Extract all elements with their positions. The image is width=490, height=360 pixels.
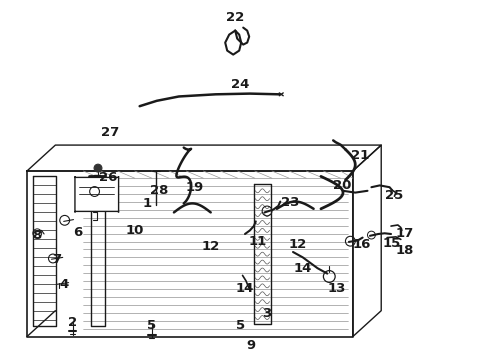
Text: 5: 5: [147, 319, 156, 332]
Text: 28: 28: [150, 184, 169, 197]
FancyBboxPatch shape: [75, 176, 119, 212]
Text: 23: 23: [281, 196, 299, 209]
Text: 21: 21: [351, 149, 369, 162]
Text: 7: 7: [52, 253, 61, 266]
Text: 8: 8: [32, 229, 41, 242]
Text: 5: 5: [236, 319, 245, 332]
Text: 6: 6: [73, 226, 82, 239]
Text: 4: 4: [59, 278, 68, 291]
Text: 15: 15: [383, 237, 401, 249]
Text: 14: 14: [236, 282, 254, 294]
Text: 14: 14: [294, 262, 312, 275]
Text: 27: 27: [101, 126, 120, 139]
Text: 18: 18: [395, 244, 414, 257]
Text: 11: 11: [248, 235, 267, 248]
Text: 22: 22: [226, 11, 245, 24]
Text: 24: 24: [231, 78, 249, 91]
Text: 19: 19: [186, 181, 204, 194]
Text: 12: 12: [289, 238, 307, 251]
Text: 12: 12: [201, 240, 220, 253]
Text: 2: 2: [68, 316, 77, 329]
Text: 13: 13: [328, 282, 346, 294]
Text: 17: 17: [395, 227, 414, 240]
Text: 9: 9: [246, 339, 255, 352]
Circle shape: [94, 164, 102, 172]
Text: 3: 3: [263, 307, 271, 320]
Text: 26: 26: [98, 171, 117, 184]
Text: 25: 25: [385, 189, 404, 202]
Text: 1: 1: [143, 197, 151, 210]
Text: 10: 10: [125, 224, 144, 237]
Text: 20: 20: [333, 179, 351, 192]
Text: 16: 16: [352, 238, 371, 251]
